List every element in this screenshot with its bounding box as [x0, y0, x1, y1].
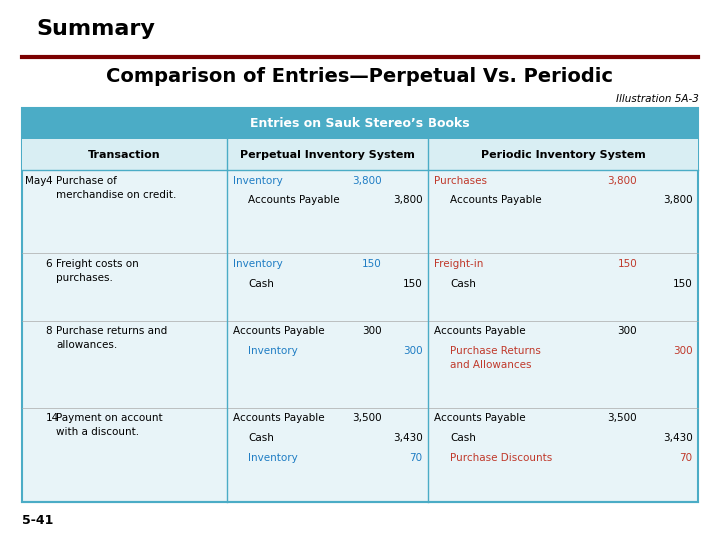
Text: 3,800: 3,800	[352, 176, 382, 186]
Text: Cash: Cash	[450, 433, 476, 443]
Text: 70: 70	[410, 453, 423, 463]
Text: 3,500: 3,500	[608, 413, 637, 423]
Text: Accounts Payable: Accounts Payable	[434, 327, 526, 336]
FancyBboxPatch shape	[22, 108, 698, 502]
Text: Inventory: Inventory	[233, 176, 282, 186]
Text: Accounts Payable: Accounts Payable	[233, 327, 324, 336]
Text: 4: 4	[45, 176, 52, 186]
Text: Purchase Discounts: Purchase Discounts	[450, 453, 552, 463]
Text: 3,800: 3,800	[663, 195, 693, 206]
Text: Purchase Returns
and Allowances: Purchase Returns and Allowances	[450, 347, 541, 370]
Text: 3,500: 3,500	[352, 413, 382, 423]
Text: Summary: Summary	[36, 19, 155, 39]
Text: 300: 300	[673, 347, 693, 356]
Text: Cash: Cash	[450, 279, 476, 288]
FancyBboxPatch shape	[22, 139, 698, 170]
Text: Purchases: Purchases	[434, 176, 487, 186]
Text: 150: 150	[673, 279, 693, 288]
Text: 3,800: 3,800	[608, 176, 637, 186]
Text: Purchase of
merchandise on credit.: Purchase of merchandise on credit.	[56, 176, 176, 199]
Text: 5-41: 5-41	[22, 514, 53, 526]
Text: 3,800: 3,800	[393, 195, 423, 206]
Text: Freight-in: Freight-in	[434, 259, 484, 268]
Text: 3,430: 3,430	[663, 433, 693, 443]
Text: Inventory: Inventory	[248, 347, 298, 356]
Text: 8: 8	[45, 327, 52, 336]
Text: Accounts Payable: Accounts Payable	[434, 413, 526, 423]
FancyBboxPatch shape	[22, 108, 698, 139]
Text: Accounts Payable: Accounts Payable	[248, 195, 340, 206]
Text: Payment on account
with a discount.: Payment on account with a discount.	[56, 413, 163, 437]
Text: 150: 150	[618, 259, 637, 268]
Text: 3,430: 3,430	[393, 433, 423, 443]
Text: Purchase returns and
allowances.: Purchase returns and allowances.	[56, 327, 168, 350]
Text: Periodic Inventory System: Periodic Inventory System	[481, 150, 646, 160]
Text: 300: 300	[403, 347, 423, 356]
Text: Accounts Payable: Accounts Payable	[233, 413, 324, 423]
Text: Freight costs on
purchases.: Freight costs on purchases.	[56, 259, 139, 282]
Text: Comparison of Entries—Perpetual Vs. Periodic: Comparison of Entries—Perpetual Vs. Peri…	[107, 68, 613, 86]
Text: Entries on Sauk Stereo’s Books: Entries on Sauk Stereo’s Books	[250, 117, 470, 130]
Text: 150: 150	[403, 279, 423, 288]
Text: Perpetual Inventory System: Perpetual Inventory System	[240, 150, 415, 160]
Text: Illustration 5A-3: Illustration 5A-3	[616, 94, 698, 105]
Text: 300: 300	[618, 327, 637, 336]
Text: May: May	[25, 176, 47, 186]
Text: 14: 14	[45, 413, 58, 423]
Text: 70: 70	[680, 453, 693, 463]
Text: 6: 6	[45, 259, 52, 268]
Text: Inventory: Inventory	[248, 453, 298, 463]
Text: 150: 150	[362, 259, 382, 268]
Text: Inventory: Inventory	[233, 259, 282, 268]
Text: Accounts Payable: Accounts Payable	[450, 195, 541, 206]
Text: Cash: Cash	[248, 433, 274, 443]
Text: 300: 300	[362, 327, 382, 336]
Text: Cash: Cash	[248, 279, 274, 288]
Text: Transaction: Transaction	[88, 150, 161, 160]
